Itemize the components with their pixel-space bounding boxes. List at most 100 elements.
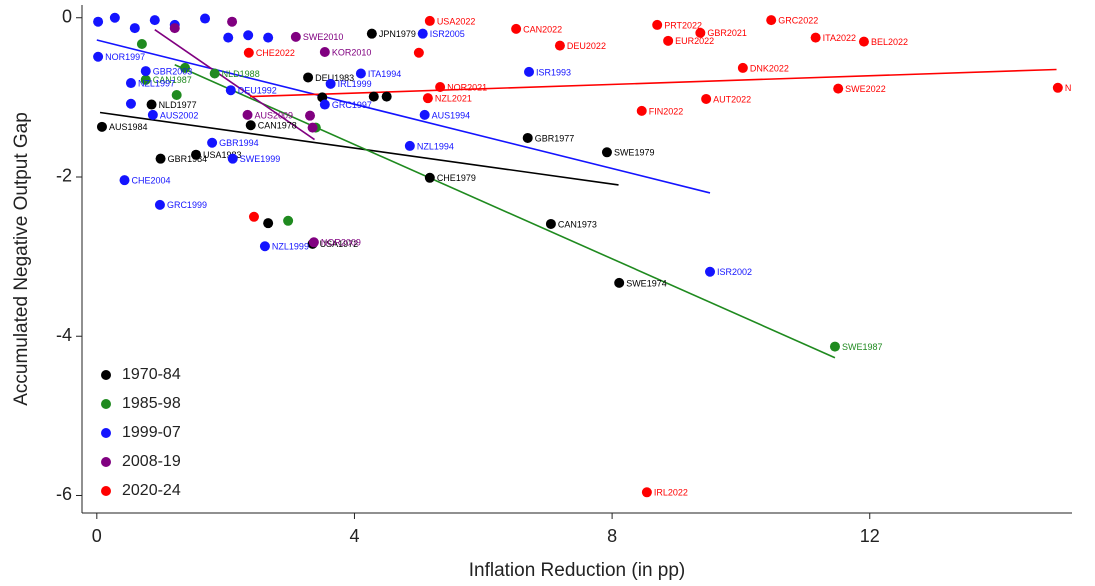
data-point bbox=[191, 149, 202, 160]
data-point bbox=[381, 91, 392, 102]
point-label: GBR1984 bbox=[168, 154, 208, 164]
data-point bbox=[96, 121, 107, 132]
point-label: DNK2022 bbox=[750, 63, 789, 73]
data-point bbox=[435, 82, 446, 93]
point-label: AUS1994 bbox=[432, 110, 471, 120]
data-point bbox=[303, 72, 314, 83]
data-point bbox=[636, 105, 647, 116]
legend-marker bbox=[101, 370, 111, 380]
legend-label: 1999-07 bbox=[122, 424, 181, 441]
point-label: IRL1999 bbox=[338, 79, 372, 89]
point-label: GRC1997 bbox=[332, 100, 372, 110]
point-label: DEU1992 bbox=[238, 86, 277, 96]
point-label: AUS2009 bbox=[255, 110, 294, 120]
point-label: AUS2002 bbox=[160, 110, 199, 120]
data-point bbox=[829, 341, 840, 352]
data-point bbox=[511, 23, 522, 34]
point-label: SWE2022 bbox=[845, 84, 886, 94]
y-tick-label: -4 bbox=[56, 325, 72, 345]
data-point bbox=[641, 487, 652, 498]
data-point bbox=[227, 153, 238, 164]
data-point bbox=[155, 153, 166, 164]
point-label: NZL1997 bbox=[138, 78, 175, 88]
data-point bbox=[245, 120, 256, 131]
data-point bbox=[325, 78, 336, 89]
point-label: NZL1994 bbox=[417, 141, 454, 151]
data-point bbox=[601, 147, 612, 158]
point-label: DEU2022 bbox=[567, 41, 606, 51]
y-tick-label: -2 bbox=[56, 166, 72, 186]
data-point bbox=[225, 85, 236, 96]
data-point bbox=[705, 266, 716, 277]
data-point bbox=[200, 13, 211, 24]
data-point bbox=[93, 16, 104, 27]
point-label: CHE2022 bbox=[256, 48, 295, 58]
data-point bbox=[417, 28, 428, 39]
data-point bbox=[263, 32, 274, 43]
data-point bbox=[171, 89, 182, 100]
data-point bbox=[424, 15, 435, 26]
data-point bbox=[766, 15, 777, 26]
plot-area: JPN1979DEU1983AUS1984NLD1977GBR1984USA19… bbox=[93, 12, 1072, 498]
data-point bbox=[209, 68, 220, 79]
point-label: FIN2022 bbox=[649, 106, 684, 116]
point-label: EUR2022 bbox=[675, 36, 714, 46]
data-point bbox=[154, 199, 165, 210]
data-point bbox=[319, 99, 330, 110]
data-point bbox=[119, 175, 130, 186]
x-tick-label: 4 bbox=[349, 526, 359, 546]
data-point bbox=[180, 62, 191, 73]
point-label: USA2022 bbox=[437, 16, 476, 26]
data-point bbox=[125, 78, 136, 89]
data-point bbox=[109, 12, 120, 23]
data-point bbox=[737, 62, 748, 73]
point-label: NLD1977 bbox=[159, 100, 197, 110]
y-tick-label: 0 bbox=[62, 6, 72, 26]
data-point bbox=[695, 27, 706, 38]
data-point bbox=[227, 16, 238, 27]
legend-label: 1985-98 bbox=[122, 395, 181, 412]
legend-label: 2020-24 bbox=[122, 482, 181, 499]
point-label: AUS1984 bbox=[109, 122, 148, 132]
point-label: AUT2022 bbox=[713, 94, 751, 104]
data-point bbox=[305, 110, 316, 121]
point-label: ITA1994 bbox=[368, 69, 401, 79]
fit-line bbox=[154, 29, 315, 141]
point-label: ISR1993 bbox=[536, 67, 571, 77]
data-point bbox=[413, 47, 424, 58]
data-point bbox=[125, 98, 136, 109]
data-point bbox=[207, 137, 218, 148]
fit-line bbox=[99, 111, 619, 186]
data-point bbox=[283, 215, 294, 226]
data-point bbox=[810, 32, 821, 43]
point-label: GBR2021 bbox=[707, 28, 747, 38]
point-label: JPN1979 bbox=[379, 29, 416, 39]
data-point bbox=[308, 237, 319, 248]
point-label: ISR2002 bbox=[717, 267, 752, 277]
point-label: CAN1973 bbox=[558, 219, 597, 229]
data-point bbox=[242, 109, 253, 120]
data-point bbox=[858, 36, 869, 47]
point-label: USA1972 bbox=[320, 239, 359, 249]
point-label: NOR1997 bbox=[105, 52, 145, 62]
data-point bbox=[93, 51, 104, 62]
point-label: CAN1987 bbox=[153, 75, 192, 85]
legend-marker bbox=[101, 399, 111, 409]
point-label: GRC2022 bbox=[778, 16, 818, 26]
data-point bbox=[1052, 82, 1063, 93]
data-point bbox=[223, 32, 234, 43]
point-label: BEL2022 bbox=[871, 37, 908, 47]
y-tick-label: -6 bbox=[56, 484, 72, 504]
point-label: ITA2022 bbox=[823, 33, 856, 43]
data-point bbox=[169, 23, 180, 34]
point-label: CHE2004 bbox=[132, 176, 171, 186]
data-point bbox=[259, 241, 270, 252]
legend-marker bbox=[101, 457, 111, 467]
point-label: USA1983 bbox=[203, 150, 242, 160]
data-point bbox=[149, 15, 160, 26]
data-point bbox=[368, 91, 379, 102]
data-point bbox=[404, 140, 415, 151]
data-point bbox=[545, 218, 556, 229]
point-label: CAN1978 bbox=[258, 121, 297, 131]
